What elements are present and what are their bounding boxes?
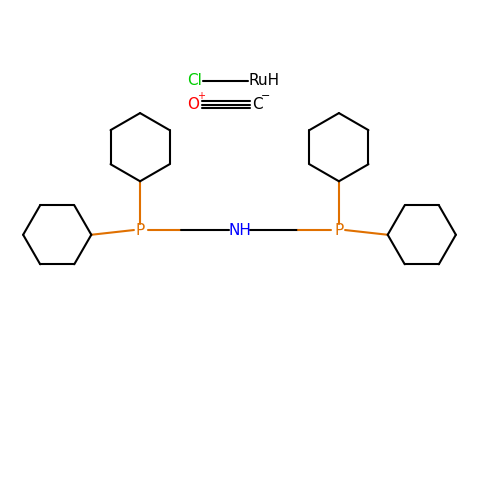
Text: C: C xyxy=(252,97,263,112)
Text: P: P xyxy=(334,223,343,238)
Text: P: P xyxy=(136,223,145,238)
Text: O: O xyxy=(187,97,199,112)
Text: −: − xyxy=(261,91,270,101)
Text: Cl: Cl xyxy=(187,73,202,89)
Text: NH: NH xyxy=(228,223,251,238)
Text: +: + xyxy=(197,91,205,101)
Text: RuH: RuH xyxy=(249,73,280,89)
